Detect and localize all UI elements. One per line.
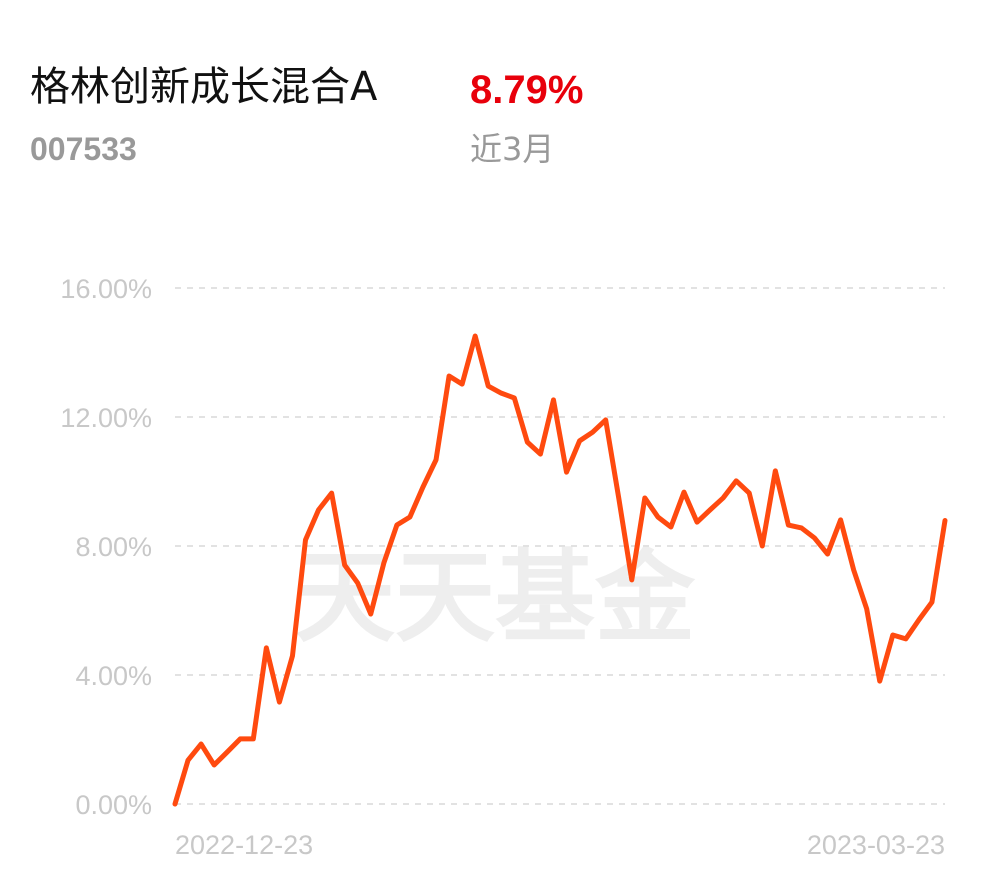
- y-tick-label: 4.00%: [75, 661, 152, 691]
- x-tick-label: 2022-12-23: [175, 830, 313, 860]
- y-tick-label: 12.00%: [60, 403, 152, 433]
- y-tick-label: 8.00%: [75, 532, 152, 562]
- period: 近3月: [470, 130, 554, 168]
- fund-code: 007533: [30, 131, 137, 167]
- y-tick-label: 16.00%: [60, 274, 152, 304]
- x-tick-label: 2023-03-23: [807, 830, 945, 860]
- fund-name: 格林创新成长混合A: [30, 64, 378, 110]
- series-line: [172, 333, 948, 807]
- change: 8.79%: [470, 68, 583, 112]
- y-tick-label: 0.00%: [75, 790, 152, 820]
